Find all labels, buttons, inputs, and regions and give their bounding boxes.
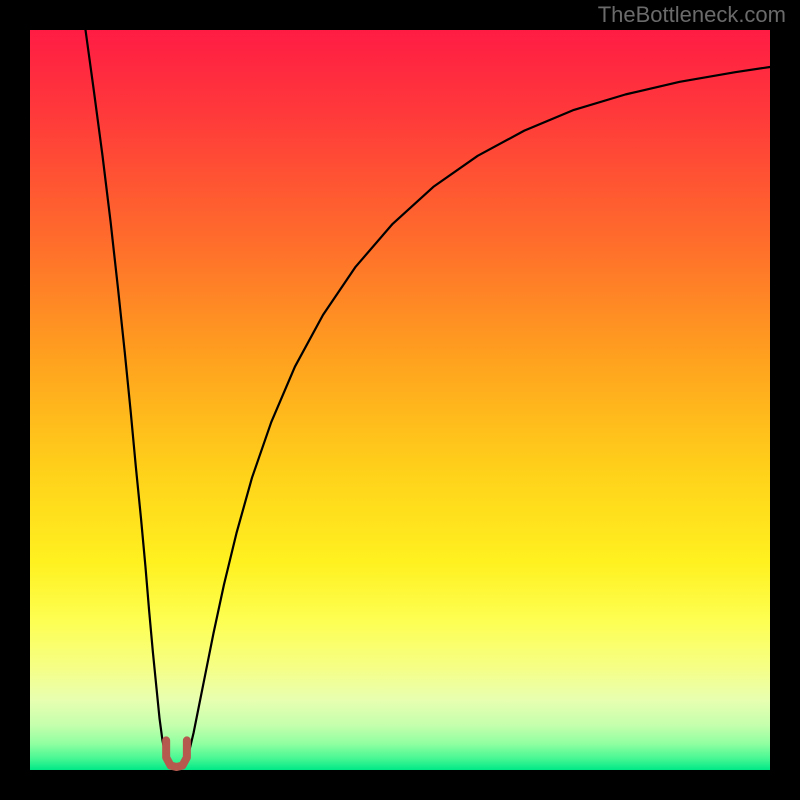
bottleneck-curve-chart xyxy=(0,0,800,800)
chart-plot-background xyxy=(30,30,770,770)
watermark-text: TheBottleneck.com xyxy=(598,2,786,28)
chart-container: TheBottleneck.com xyxy=(0,0,800,800)
